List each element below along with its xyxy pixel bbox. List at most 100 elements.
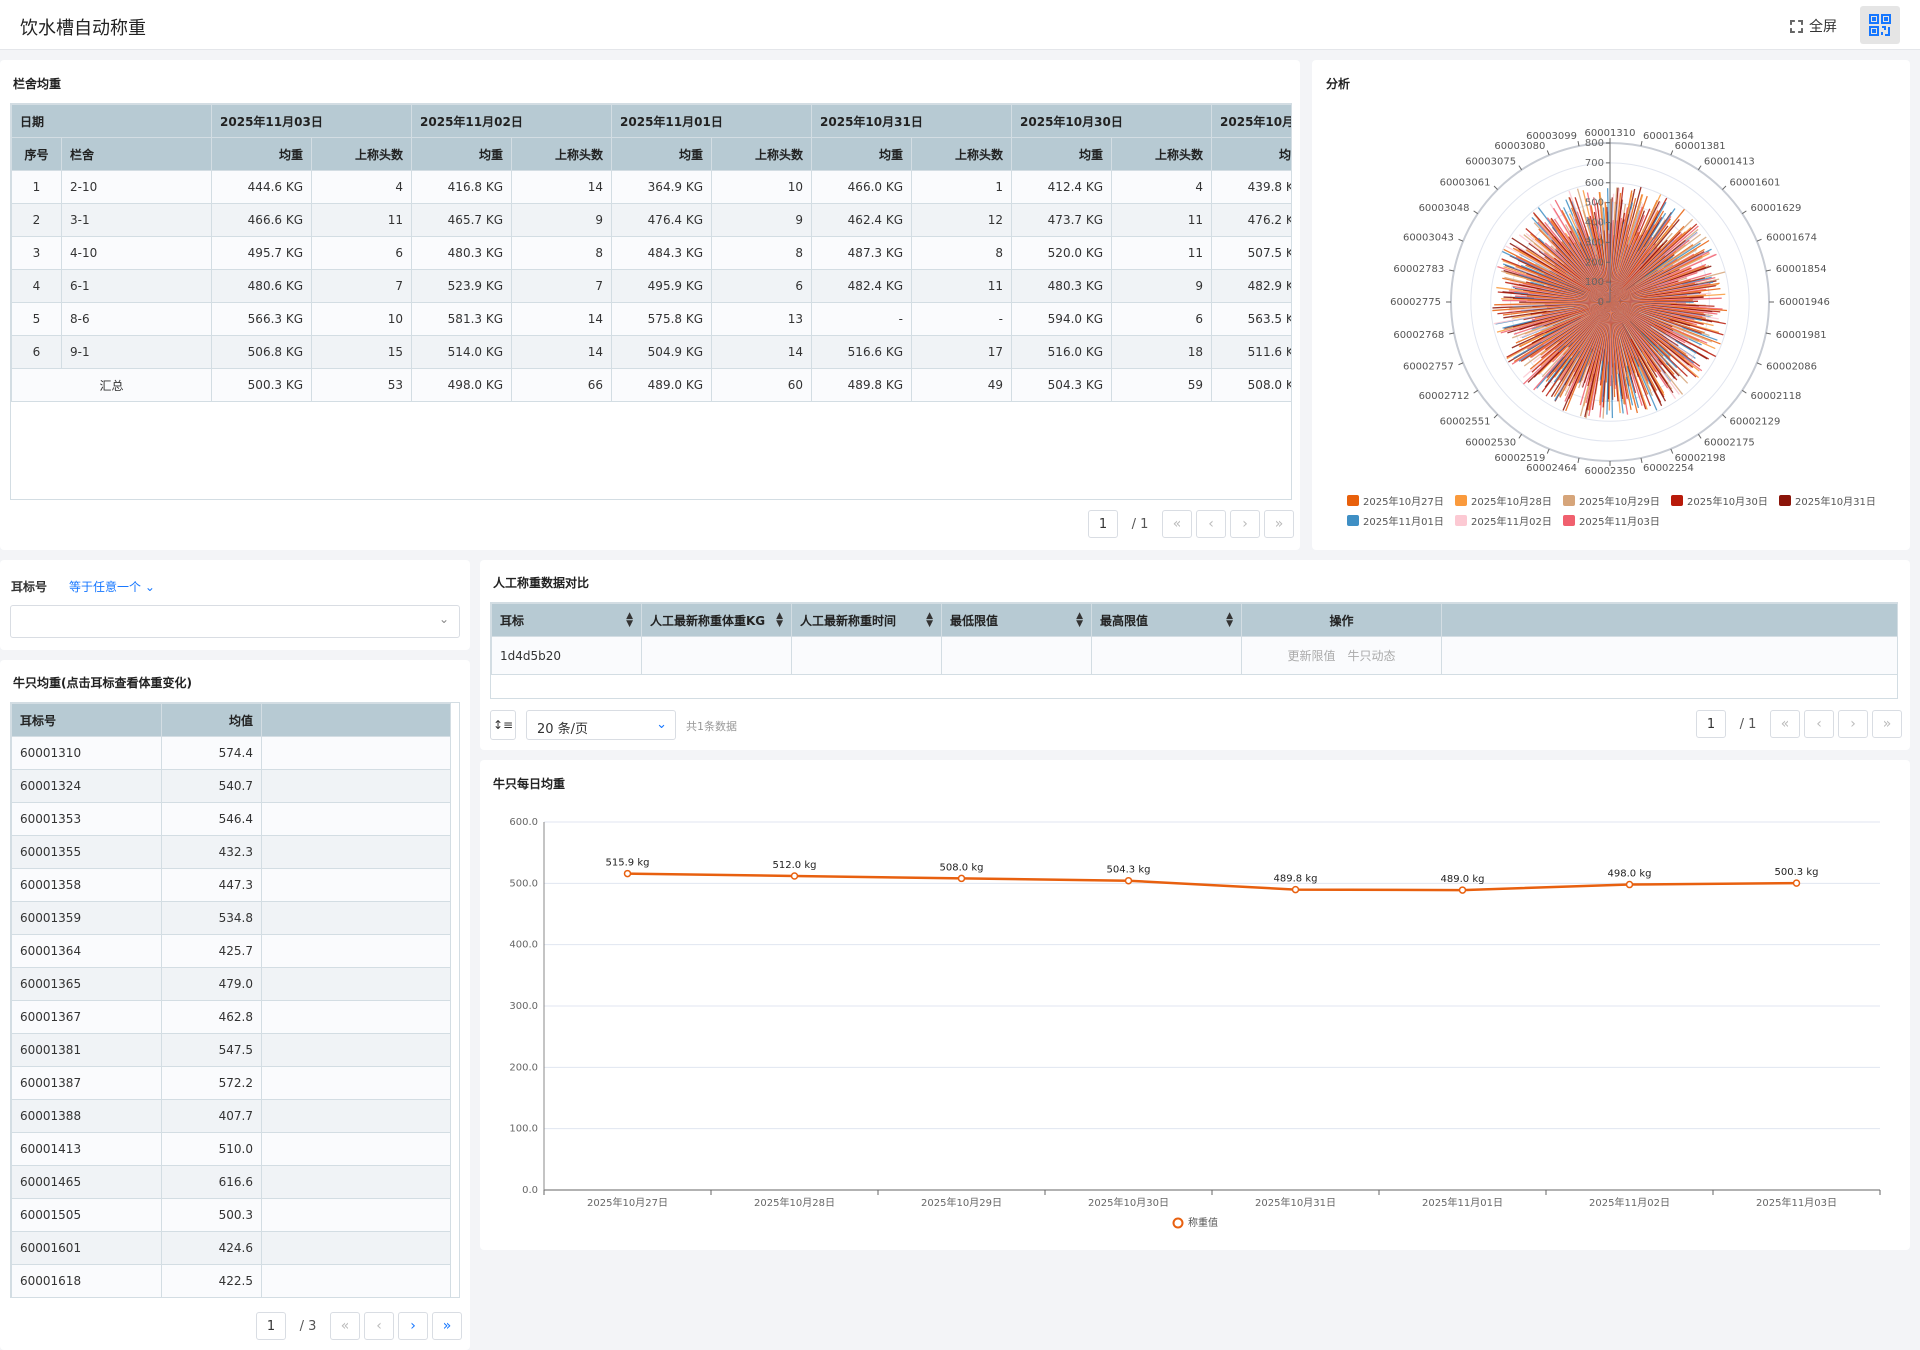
table-row[interactable]: 60001359 534.8 [11,901,451,935]
ear-tag-link[interactable]: 60001413 [11,1132,162,1166]
avg-cell: 489.8 KG [811,368,913,402]
data-point[interactable] [1291,885,1300,894]
next-page-button[interactable]: › [1838,710,1868,738]
table-row[interactable]: 60001353 546.4 [11,802,451,836]
first-page-button[interactable]: « [1162,510,1192,538]
legend-item[interactable]: 2025年10月31日 [1779,495,1876,508]
data-label: 489.8 kg [1274,874,1318,885]
avg-cell: 563.5 KG [1211,302,1291,336]
ear-tag-link[interactable]: 60001388 [11,1099,162,1133]
page-input[interactable]: 1 [256,1312,286,1340]
angle-label: 60002783 [1393,264,1444,275]
column-header[interactable]: 人工最新称重体重KG ▲ ▼ [641,603,792,637]
data-point[interactable] [1625,880,1634,889]
ear-tag-link[interactable]: 60001353 [11,802,162,836]
ear-tag-link[interactable]: 60001601 [11,1231,162,1265]
y-tick-label: 200.0 [509,1062,538,1073]
density-button[interactable]: ↕≡ [490,710,516,740]
data-point[interactable] [623,869,632,878]
page-input[interactable]: 1 [1696,710,1726,738]
data-point[interactable] [957,874,966,883]
next-page-button[interactable]: › [1230,510,1260,538]
legend-item[interactable]: 2025年11月02日 [1455,515,1552,528]
table-row[interactable]: 60001355 432.3 [11,835,451,869]
ear-tag-link[interactable]: 60001359 [11,901,162,935]
sort-icon[interactable]: ▲ ▼ [626,610,633,629]
legend-item[interactable]: 2025年11月01日 [1347,515,1444,528]
angle-tick [1741,210,1747,215]
column-header[interactable]: 人工最新称重时间 ▲ ▼ [791,603,942,637]
count-cell: 9 [711,203,813,237]
table-row[interactable]: 60001388 407.7 [11,1099,451,1133]
ear-tag-select[interactable]: ⌄ [10,605,460,638]
legend-item[interactable]: 称重值 [1172,1216,1219,1229]
min-cell [941,636,1092,675]
ear-tag-link[interactable]: 60001310 [11,736,162,770]
sort-icon[interactable]: ▲ ▼ [1226,610,1233,629]
update-limit-link[interactable]: 更新限值 [1287,649,1336,663]
table-row[interactable]: 60001413 510.0 [11,1132,451,1166]
table-row[interactable]: 60001324 540.7 [11,769,451,803]
ear-tag-link[interactable]: 60001367 [11,1000,162,1034]
data-point[interactable] [1124,876,1133,885]
ear-tag-link[interactable]: 60001618 [11,1264,162,1297]
table-row[interactable]: 60001358 447.3 [11,868,451,902]
ear-tag-link[interactable]: 60001365 [11,967,162,1001]
ear-tag-link[interactable]: 60001381 [11,1033,162,1067]
table-row[interactable]: 60001618 422.5 [11,1264,451,1297]
next-page-button[interactable]: › [398,1312,428,1340]
table-row[interactable]: 60001365 479.0 [11,967,451,1001]
page-input[interactable]: 1 [1088,510,1118,538]
sort-icon[interactable]: ▲ ▼ [776,610,783,629]
table-row: 4 6-1 480.6 KG 7 523.9 KG 7 495.9 KG 6 482.4 KG 1… [11,269,1291,303]
first-page-button[interactable]: « [1770,710,1800,738]
angle-label: 60002118 [1751,391,1802,402]
data-point[interactable] [790,872,799,880]
ear-tag-link[interactable]: 60001387 [11,1066,162,1100]
page-size-select[interactable]: 20 条/页 ⌄ [526,710,676,740]
prev-page-button[interactable]: ‹ [1196,510,1226,538]
prev-page-button[interactable]: ‹ [364,1312,394,1340]
table-row[interactable]: 60001387 572.2 [11,1066,451,1100]
table-row[interactable]: 60001505 500.3 [11,1198,451,1232]
date-column-header: 2025年10月31日 [811,104,1013,138]
table-row[interactable]: 60001364 425.7 [11,934,451,968]
legend-item[interactable]: 2025年10月27日 [1347,495,1444,508]
last-page-button[interactable]: » [1264,510,1294,538]
prev-page-button[interactable]: ‹ [1804,710,1834,738]
sort-icon[interactable]: ▲ ▼ [1076,610,1083,629]
qrcode-button[interactable] [1860,6,1900,44]
ear-tag-link[interactable]: 60001324 [11,769,162,803]
sort-icon[interactable]: ▲ ▼ [926,610,933,629]
column-header[interactable]: 最高限值 ▲ ▼ [1091,603,1242,637]
ear-tag-link[interactable]: 60001358 [11,868,162,902]
ear-tag-link[interactable]: 60001364 [11,934,162,968]
table-row[interactable]: 60001310 574.4 [11,736,451,770]
blank-cell [261,1165,451,1199]
ear-tag-link[interactable]: 60001505 [11,1198,162,1232]
avg-header: 均重 [811,137,913,171]
angle-tick [1518,433,1523,439]
first-page-button[interactable]: « [330,1312,360,1340]
legend-item[interactable]: 2025年10月30日 [1671,495,1768,508]
cow-activity-link[interactable]: 牛只动态 [1347,649,1396,663]
table-row[interactable]: 60001465 616.6 [11,1165,451,1199]
ear-tag-link[interactable]: 60001465 [11,1165,162,1199]
table-row[interactable]: 60001381 547.5 [11,1033,451,1067]
filter-mode-dropdown[interactable]: 等于任意一个 ⌄ [69,578,155,595]
last-page-button[interactable]: » [432,1312,462,1340]
fullscreen-button[interactable]: 全屏 [1790,16,1837,36]
legend-item[interactable]: 2025年10月29日 [1563,495,1660,508]
data-label: 512.0 kg [773,860,817,871]
legend-item[interactable]: 2025年11月03日 [1563,515,1660,528]
last-page-button[interactable]: » [1872,710,1902,738]
table-row[interactable]: 60001601 424.6 [11,1231,451,1265]
data-point[interactable] [1458,886,1467,894]
legend-item[interactable]: 2025年10月28日 [1455,495,1552,508]
column-header[interactable]: 最低限值 ▲ ▼ [941,603,1092,637]
data-point[interactable] [1792,879,1801,887]
column-header[interactable]: 耳标 ▲ ▼ [491,603,642,637]
table-row[interactable]: 60001367 462.8 [11,1000,451,1034]
avg-cell: 444.6 KG [211,170,313,204]
ear-tag-link[interactable]: 60001355 [11,835,162,869]
